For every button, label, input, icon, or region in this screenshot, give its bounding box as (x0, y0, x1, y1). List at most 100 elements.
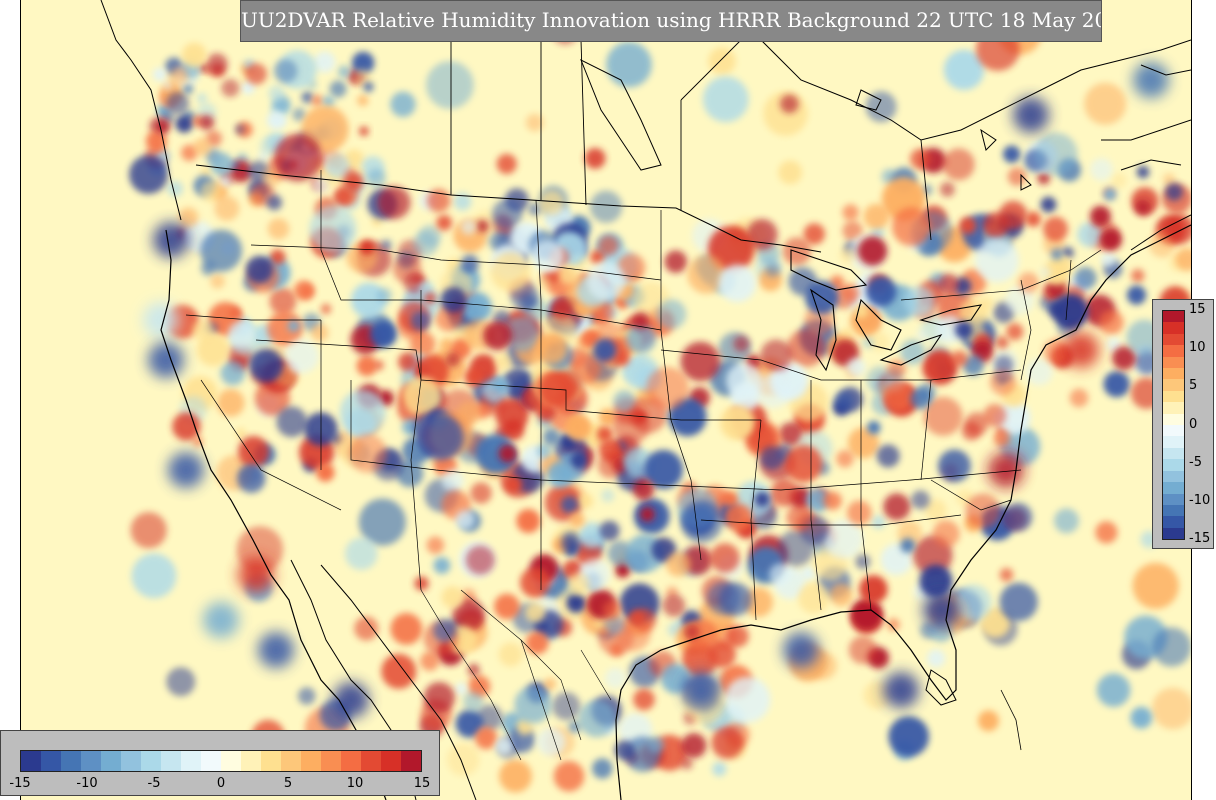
innovation-blob (1090, 158, 1113, 181)
innovation-blob (867, 420, 881, 435)
innovation-blob (203, 602, 239, 638)
colorbar-swatch (21, 751, 41, 771)
innovation-blob (1077, 222, 1103, 248)
innovation-blob (938, 449, 971, 483)
horizontal-colorbar: -15 -10 -5 0 5 10 15 (0, 730, 440, 796)
innovation-blob (1003, 145, 1021, 163)
colorbar-swatch (1163, 504, 1184, 517)
innovation-blob (183, 84, 194, 95)
innovation-blob (163, 81, 172, 90)
colorbar-swatch (321, 751, 341, 771)
innovation-blob (681, 757, 693, 770)
innovation-blob (829, 583, 853, 607)
innovation-blob (200, 180, 223, 203)
innovation-blob (1152, 687, 1191, 730)
innovation-blob (192, 436, 203, 447)
innovation-blob (483, 321, 513, 351)
innovation-blob (847, 500, 872, 525)
innovation-blob (643, 449, 684, 490)
innovation-blob (910, 388, 932, 410)
vertical-colorbar-tick: 5 (1189, 378, 1198, 393)
innovation-blob (214, 195, 240, 221)
innovation-blob (258, 632, 294, 668)
innovation-blob (1132, 562, 1179, 609)
innovation-blob (390, 613, 423, 645)
vertical-colorbar-tick: 10 (1189, 340, 1206, 355)
innovation-blob (267, 111, 285, 130)
innovation-blob (993, 430, 1011, 447)
innovation-blob (615, 352, 630, 366)
innovation-blob (760, 446, 784, 470)
innovation-blob (1063, 332, 1099, 368)
innovation-blob (660, 663, 691, 694)
innovation-blob (599, 520, 620, 541)
innovation-blob (870, 332, 890, 352)
colorbar-swatch (1163, 459, 1184, 471)
innovation-blob (979, 296, 994, 311)
innovation-blob (724, 503, 753, 532)
innovation-blob (1131, 269, 1145, 283)
innovation-blob (465, 545, 495, 575)
innovation-blob (565, 415, 591, 441)
innovation-blob (1043, 338, 1069, 364)
innovation-blob (455, 509, 475, 530)
innovation-blob (560, 496, 579, 514)
vertical-colorbar-tick: -5 (1189, 455, 1202, 470)
innovation-blob (358, 126, 369, 137)
innovation-blob (1084, 82, 1127, 125)
innovation-blob (357, 94, 369, 107)
innovation-blob (647, 736, 665, 754)
innovation-blob (613, 390, 636, 412)
innovation-blob (503, 316, 540, 353)
innovation-blob (919, 564, 953, 598)
innovation-blob (702, 76, 749, 123)
innovation-blob (463, 691, 484, 712)
innovation-blob (492, 199, 523, 230)
innovation-blob (476, 219, 489, 233)
innovation-blob (883, 493, 911, 521)
innovation-blob (494, 593, 520, 620)
innovation-blob (924, 499, 947, 522)
innovation-blob (167, 180, 184, 197)
innovation-blob (601, 489, 615, 503)
innovation-blob (376, 287, 393, 304)
innovation-blob (467, 663, 480, 676)
colorbar-swatch (1163, 527, 1184, 539)
innovation-blob (848, 635, 878, 665)
innovation-blob (726, 362, 762, 399)
horizontal-colorbar-scale (20, 750, 422, 772)
innovation-blob (782, 237, 812, 266)
innovation-blob (196, 333, 230, 367)
innovation-blob (552, 692, 581, 721)
innovation-blob (153, 67, 167, 81)
innovation-blob (172, 412, 201, 441)
innovation-blob (883, 672, 919, 708)
innovation-blob (220, 175, 231, 187)
innovation-blob (1126, 285, 1147, 305)
innovation-blob (999, 582, 1038, 622)
innovation-blob (726, 625, 749, 648)
innovation-blob (298, 687, 316, 705)
innovation-blob (1165, 183, 1183, 201)
innovation-blob (292, 107, 306, 122)
innovation-blob (299, 283, 315, 299)
colorbar-swatch (241, 751, 261, 771)
innovation-blob (927, 649, 946, 668)
innovation-blob (359, 239, 375, 255)
innovation-blob (329, 80, 347, 98)
innovation-blob (505, 475, 522, 493)
innovation-blob (911, 490, 930, 510)
innovation-blob (493, 377, 508, 393)
innovation-blob (1054, 508, 1079, 534)
innovation-blob (855, 554, 871, 570)
colorbar-swatch (1163, 436, 1184, 448)
innovation-blob (760, 339, 793, 372)
innovation-blob (1112, 346, 1136, 370)
innovation-blob (551, 298, 572, 320)
colorbar-swatch (201, 751, 221, 771)
innovation-blob (398, 352, 417, 372)
colorbar-swatch (1163, 356, 1184, 369)
innovation-blob (805, 488, 830, 513)
innovation-blob (823, 491, 842, 510)
innovation-blob (266, 194, 283, 211)
